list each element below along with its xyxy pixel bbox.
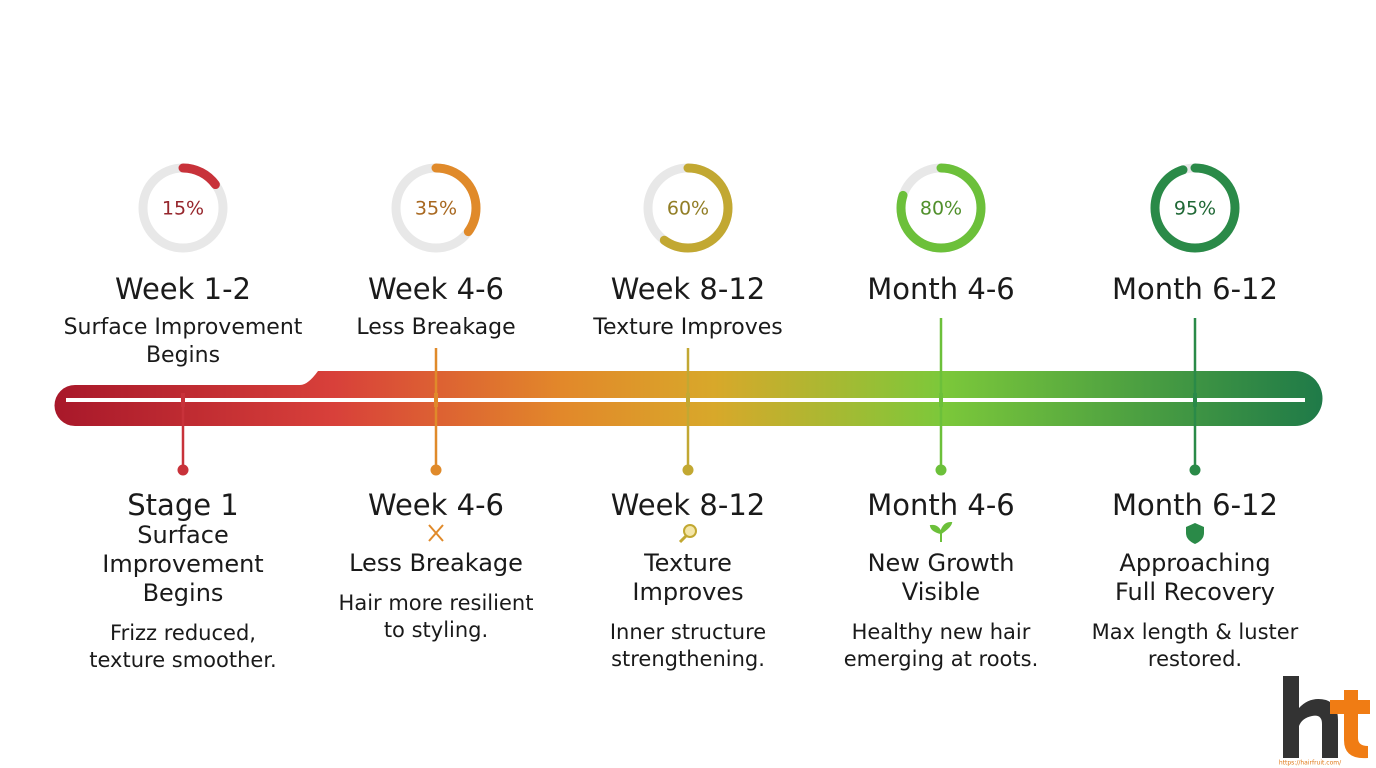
stage-description: Frizz reduced,	[110, 621, 256, 645]
stage: 35% Week 4-6 Less Breakage Week 4-6 Less Bre…	[339, 163, 534, 642]
stage: 60% Week 8-12 Texture Improves Week 8-12 Tex…	[592, 163, 783, 671]
icon	[929, 521, 953, 542]
progress-label: 80%	[920, 198, 962, 220]
progress-label: 60%	[667, 198, 709, 220]
connector-dot	[177, 464, 189, 476]
stage-description: texture smoother.	[89, 648, 276, 672]
stage-top-title: Month 4-6	[867, 272, 1014, 306]
logo-url: https://hairfruit.com/	[1279, 760, 1342, 767]
stage-bottom-subtitle: Full Recovery	[1115, 578, 1275, 606]
progress-ring-arc	[391, 163, 481, 253]
stage-bottom-subtitle: Begins	[143, 579, 224, 607]
stage-bottom-subtitle: Approaching	[1119, 549, 1270, 577]
stage-bottom-title: Month 4-6	[867, 488, 1014, 522]
progress-ring-arc	[896, 163, 986, 253]
stage-bottom-title: Week 4-6	[368, 488, 504, 522]
icon	[683, 524, 697, 538]
connector-dot	[682, 464, 694, 476]
stage-top-subtitle: Surface Improvement	[64, 315, 303, 340]
icon	[428, 524, 444, 542]
stage-top-title: Week 4-6	[368, 272, 504, 306]
icon	[678, 534, 688, 544]
stage-bottom-subtitle: Surface	[137, 521, 228, 549]
progress-ring-arc	[138, 163, 228, 253]
stage-top-title: Week 8-12	[611, 272, 766, 306]
stage-bottom-title: Stage 1	[127, 488, 238, 522]
stage-description: Inner structure	[610, 620, 766, 644]
stage-bottom-subtitle: Visible	[902, 578, 980, 606]
stage-description: strengthening.	[611, 647, 765, 671]
stage-description: to styling.	[384, 618, 488, 642]
connector-dot	[1189, 464, 1201, 476]
stage-bottom-subtitle: Less Breakage	[349, 549, 523, 577]
stage-top-title: Week 1-2	[115, 272, 251, 306]
stage-top-subtitle: Begins	[146, 343, 220, 368]
stage-description: emerging at roots.	[844, 647, 1039, 671]
progress-ring-arc	[643, 163, 733, 253]
logo: https://hairfruit.com/	[1279, 676, 1370, 767]
connector-dot	[935, 464, 947, 476]
progress-ring-arc	[1150, 163, 1240, 253]
stage-bottom-title: Month 6-12	[1112, 488, 1278, 522]
progress-label: 95%	[1174, 198, 1216, 220]
icon	[1186, 523, 1204, 544]
stage-bottom-subtitle: Improvement	[102, 550, 263, 578]
stage-bottom-title: Week 8-12	[611, 488, 766, 522]
connector-dot	[430, 464, 442, 476]
progress-label: 35%	[415, 198, 457, 220]
stage-bottom-subtitle: Texture	[643, 549, 732, 577]
stage-bottom-subtitle: Improves	[632, 578, 743, 606]
progress-label: 15%	[162, 198, 204, 220]
stage-description: Hair more resilient	[339, 591, 534, 615]
stage-description: restored.	[1148, 647, 1242, 671]
stage-description: Max length & luster	[1092, 620, 1299, 644]
stage-top-subtitle: Texture Improves	[592, 315, 782, 340]
stage-top-subtitle: Less Breakage	[356, 315, 515, 340]
stage-top-title: Month 6-12	[1112, 272, 1278, 306]
stage-bottom-subtitle: New Growth	[868, 549, 1015, 577]
stage-description: Healthy new hair	[852, 620, 1031, 644]
